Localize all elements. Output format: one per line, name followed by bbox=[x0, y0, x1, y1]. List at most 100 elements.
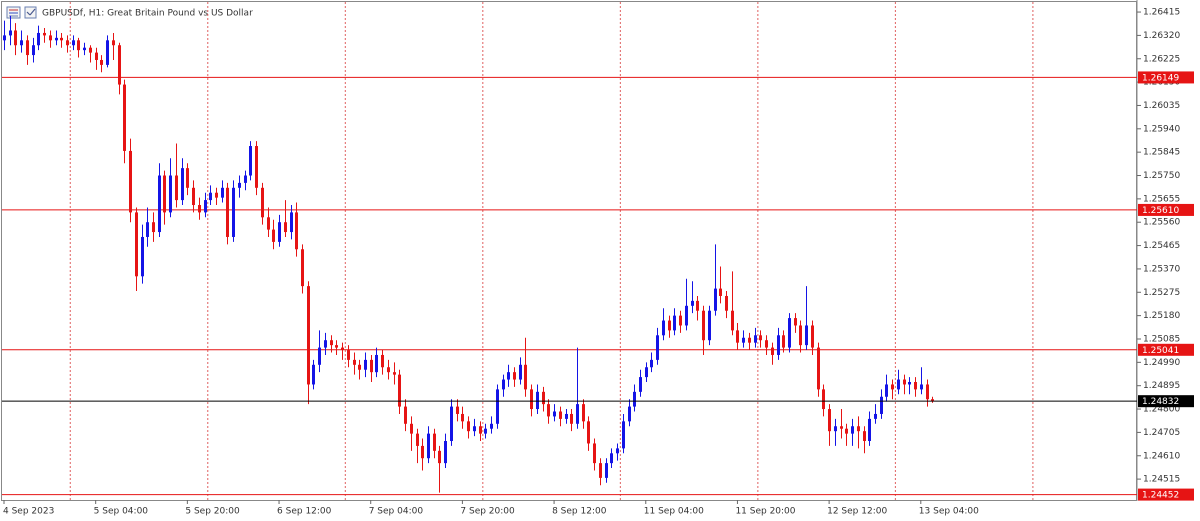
candle-body bbox=[874, 413, 877, 419]
y-tick-label: 1.26225 bbox=[1143, 54, 1180, 64]
candle-body bbox=[599, 463, 602, 478]
candle-body bbox=[582, 404, 585, 422]
candle-body bbox=[249, 146, 252, 176]
candle-body bbox=[89, 47, 92, 53]
x-tick-label: 5 Sep 04:00 bbox=[94, 507, 149, 517]
candle-body bbox=[702, 310, 705, 341]
y-tick-label: 1.25940 bbox=[1143, 124, 1180, 134]
candle-body bbox=[920, 384, 923, 390]
candle-body bbox=[668, 320, 671, 331]
candle-body bbox=[192, 187, 195, 206]
candle-body bbox=[32, 45, 35, 56]
candle-body bbox=[26, 40, 29, 56]
candle-body bbox=[421, 445, 424, 459]
candle-body bbox=[255, 146, 258, 188]
level-label: 1.24452 bbox=[1142, 491, 1179, 501]
candle-body bbox=[353, 359, 356, 365]
candle-body bbox=[72, 40, 75, 46]
candle-body bbox=[100, 59, 103, 65]
candle-body bbox=[914, 382, 917, 390]
candle-body bbox=[335, 345, 338, 348]
candle-body bbox=[186, 168, 189, 188]
candle-body bbox=[433, 433, 436, 451]
candle-body bbox=[851, 426, 854, 434]
candle-body bbox=[593, 443, 596, 464]
candle-body bbox=[312, 364, 315, 385]
candle-body bbox=[610, 453, 613, 464]
candle-body bbox=[696, 300, 699, 311]
candle-body bbox=[656, 335, 659, 360]
candle-body bbox=[633, 391, 636, 407]
y-tick-label: 1.26320 bbox=[1143, 31, 1180, 41]
candle-body bbox=[95, 52, 98, 60]
x-tick-label: 12 Sep 12:00 bbox=[827, 507, 887, 517]
candle-body bbox=[60, 37, 63, 41]
candle-body bbox=[272, 229, 275, 242]
candle-body bbox=[473, 426, 476, 432]
candle-body bbox=[587, 421, 590, 444]
candle-body bbox=[650, 359, 653, 368]
candle-body bbox=[83, 47, 86, 51]
candle-body bbox=[370, 359, 373, 373]
candle-body bbox=[782, 335, 785, 348]
candle-body bbox=[536, 391, 539, 410]
candle-body bbox=[290, 212, 293, 233]
candle-body bbox=[616, 448, 619, 454]
candle-body bbox=[605, 463, 608, 478]
level-label: 1.25041 bbox=[1142, 346, 1179, 356]
candle-body bbox=[410, 423, 413, 434]
y-tick-label: 1.24895 bbox=[1143, 381, 1180, 391]
candle-body bbox=[450, 406, 453, 442]
candle-body bbox=[387, 367, 390, 373]
candle-body bbox=[318, 347, 321, 365]
candle-body bbox=[135, 212, 138, 277]
y-tick-label: 1.25465 bbox=[1143, 241, 1180, 251]
candle-body bbox=[645, 367, 648, 378]
candle-body bbox=[215, 192, 218, 198]
candle-body bbox=[565, 413, 568, 419]
candle-body bbox=[261, 187, 264, 218]
candle-body bbox=[828, 409, 831, 432]
candle-body bbox=[427, 433, 430, 459]
candle-body bbox=[788, 318, 791, 348]
candle-body bbox=[817, 347, 820, 390]
y-tick-label: 1.25085 bbox=[1143, 334, 1180, 344]
candle-body bbox=[267, 217, 270, 230]
candle-body bbox=[479, 426, 482, 434]
candle-body bbox=[163, 175, 166, 213]
candle-body bbox=[679, 315, 682, 326]
candle-body bbox=[811, 325, 814, 348]
x-tick-label: 7 Sep 20:00 bbox=[460, 507, 515, 517]
candle-body bbox=[55, 37, 58, 41]
y-tick-label: 1.24610 bbox=[1143, 451, 1180, 461]
level-box bbox=[1138, 71, 1194, 84]
candle-body bbox=[244, 175, 247, 183]
y-tick-label: 1.25180 bbox=[1143, 311, 1180, 321]
chart-title: GBPUSDf, H1: Great Britain Pound vs US D… bbox=[42, 9, 253, 19]
candle-body bbox=[662, 320, 665, 336]
candle-body bbox=[559, 411, 562, 419]
candle-body bbox=[444, 441, 447, 464]
y-tick-label: 1.26035 bbox=[1143, 101, 1180, 111]
level-label: 1.25610 bbox=[1142, 206, 1179, 216]
candle-body bbox=[301, 249, 304, 287]
y-tick-label: 1.25370 bbox=[1143, 264, 1180, 274]
candle-body bbox=[736, 330, 739, 343]
candle-body bbox=[519, 364, 522, 380]
candle-body bbox=[341, 347, 344, 351]
y-tick-label: 1.25845 bbox=[1143, 148, 1180, 158]
candle-body bbox=[152, 222, 155, 233]
candle-body bbox=[691, 300, 694, 306]
candle-body bbox=[926, 384, 929, 400]
candle-body bbox=[77, 40, 80, 51]
candle-body bbox=[903, 379, 906, 385]
candle-body bbox=[822, 389, 825, 410]
candle-body bbox=[43, 32, 46, 36]
candle-body bbox=[66, 40, 69, 46]
candle-body bbox=[725, 295, 728, 311]
candle-body bbox=[123, 84, 126, 151]
x-tick-label: 13 Sep 04:00 bbox=[919, 507, 979, 517]
candle-body bbox=[748, 337, 751, 343]
y-tick-label: 1.25560 bbox=[1143, 218, 1180, 228]
candle-body bbox=[673, 315, 676, 331]
